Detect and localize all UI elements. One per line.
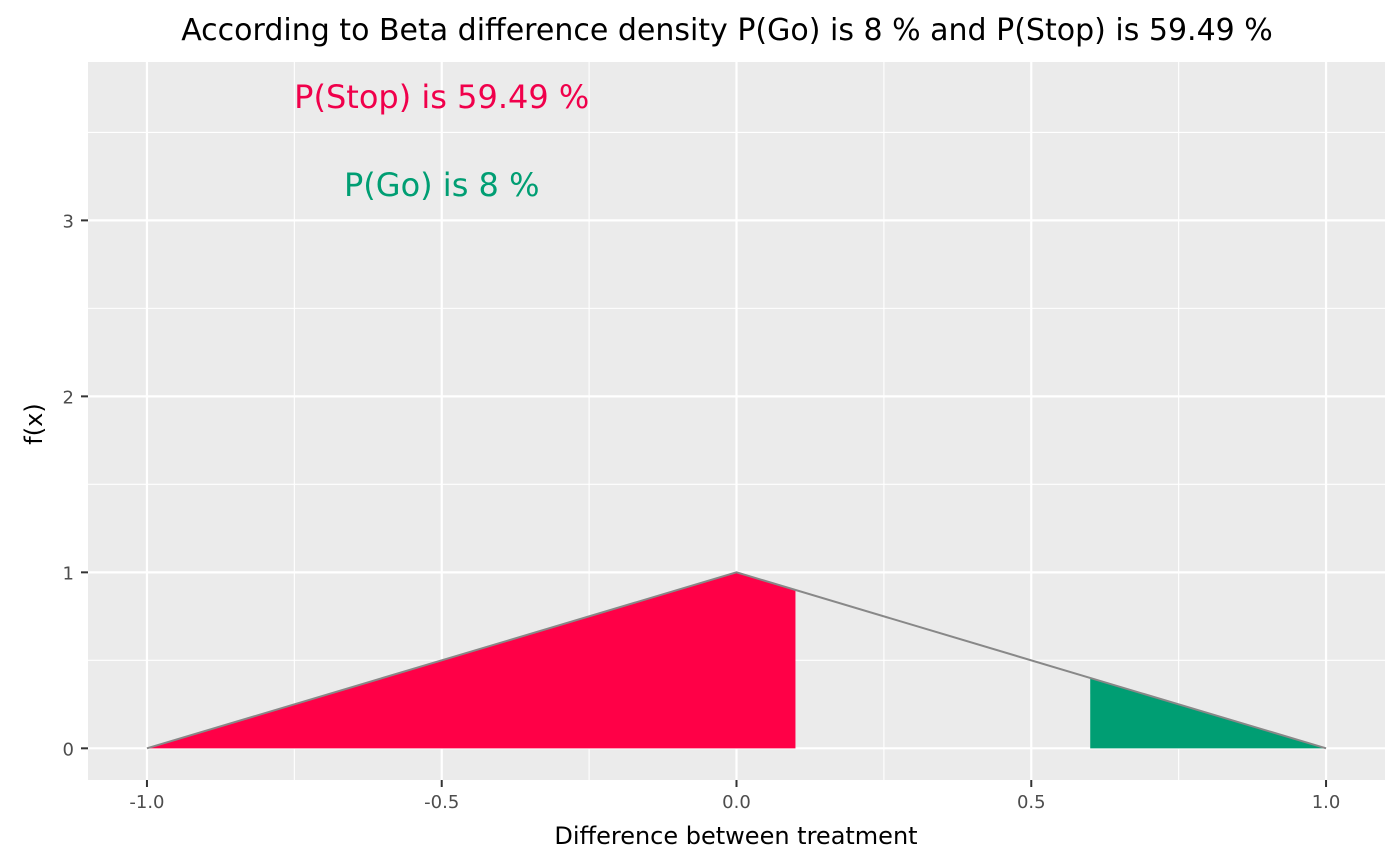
y-axis: 0 1 2 3 — [63, 211, 88, 760]
x-tick-label-2: 0.0 — [722, 792, 751, 813]
x-tick-label-3: 0.5 — [1017, 792, 1046, 813]
annotation-0: P(Stop) is 59.49 % — [294, 78, 589, 116]
x-axis-title: Difference between treatment — [554, 822, 917, 850]
region-stop — [146, 572, 796, 749]
y-tick-label-1: 1 — [63, 563, 74, 584]
x-tick-label-1: -0.5 — [424, 792, 459, 813]
y-tick-label-3: 3 — [63, 211, 74, 232]
density-curve — [146, 571, 1327, 750]
x-tick-label-0: -1.0 — [129, 792, 164, 813]
y-axis-title: f(x) — [20, 403, 48, 444]
x-axis: -1.0 -0.5 0.0 0.5 1.0 — [129, 780, 1340, 813]
chart-title: According to Beta difference density P(G… — [181, 13, 1273, 48]
annotations: P(Stop) is 59.49 % P(Go) is 8 % — [294, 78, 589, 204]
x-tick-label-4: 1.0 — [1312, 792, 1341, 813]
annotation-1: P(Go) is 8 % — [344, 166, 539, 204]
y-tick-label-0: 0 — [63, 739, 74, 760]
y-tick-label-2: 2 — [63, 387, 74, 408]
density-curve-group — [146, 571, 1327, 750]
